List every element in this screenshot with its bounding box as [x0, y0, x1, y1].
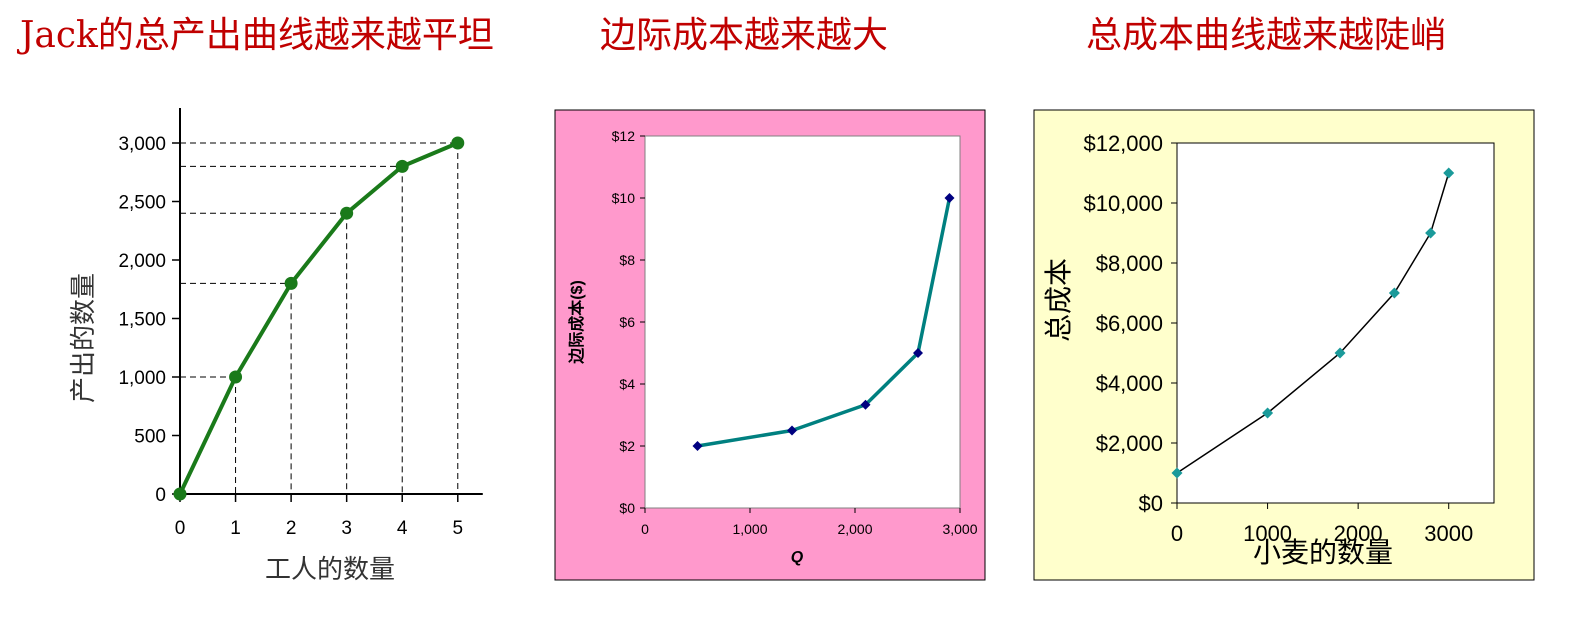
chart3-x-tick-label: 3000: [1424, 521, 1473, 546]
chart2-y-tick-label: $12: [612, 128, 636, 144]
chart3-title: 总成本曲线越来越陡峭: [1086, 15, 1447, 56]
chart3-data-point: [1171, 467, 1183, 479]
chart3-y-tick-label: $0: [1139, 491, 1163, 516]
chart2-x-axis-label: Q: [791, 549, 804, 566]
chart2-y-tick-label: $4: [619, 376, 635, 392]
chart2-title: 边际成本越来越大: [600, 15, 889, 56]
chart3-y-tick-label: $8,000: [1096, 251, 1163, 276]
chart3-data-point: [1388, 287, 1400, 299]
chart2-y-tick-label: $6: [619, 314, 635, 330]
chart1-data-point: [284, 276, 298, 290]
chart2-y-tick-label: $2: [619, 438, 635, 454]
chart2-data-point: [944, 193, 955, 203]
chart1-y-tick-label: 2,500: [118, 193, 166, 214]
chart2-x-tick-label: 3,000: [942, 521, 977, 537]
chart1-x-axis-label: 工人的数量: [265, 555, 395, 585]
chart2-x-tick-label: 2,000: [837, 521, 872, 537]
chart3-series-line: [1176, 172, 1450, 474]
chart1-y-tick-label: 500: [134, 427, 166, 448]
chart1-x-tick-label: 1: [230, 518, 241, 539]
chart2-y-tick-label: $10: [612, 190, 636, 206]
chart2-y-axis-label: 边际成本($): [567, 280, 586, 365]
chart3-y-tick-label: $12,000: [1083, 131, 1163, 156]
chart3-x-tick-label: 0: [1171, 521, 1183, 546]
chart3-data-point: [1334, 347, 1346, 359]
chart2-y-tick-label: $0: [619, 500, 635, 516]
chart1-y-tick-label: 1,500: [118, 310, 166, 331]
chart3-plot-area: [1176, 142, 1495, 504]
chart3-x-tick-label: 2000: [1334, 521, 1383, 546]
chart2-x-tick-label: 1,000: [732, 521, 767, 537]
chart3-x-tick-label: 1000: [1243, 521, 1292, 546]
chart3-y-axis-label: 总成本: [1042, 258, 1075, 342]
chart1-data-point: [395, 159, 409, 173]
chart3-y-tick-label: $2,000: [1096, 431, 1163, 456]
chart3-x-axis-label: 小麦的数量: [1253, 536, 1393, 569]
chart1-x-tick-label: 5: [452, 518, 463, 539]
chart2-data-point: [692, 441, 703, 451]
chart1-data-point: [173, 487, 187, 501]
chart1-x-tick-label: 4: [397, 518, 408, 539]
chart3-y-tick-label: $10,000: [1083, 191, 1163, 216]
chart1-data-point: [451, 136, 465, 150]
chart1-title: Jack的总产出曲线越来越平坦: [20, 15, 494, 56]
chart1-y-tick-label: 3,000: [118, 134, 166, 155]
chart1-data-point: [340, 206, 354, 220]
chart1-data-point: [229, 370, 243, 384]
chart1-x-tick-label: 2: [286, 518, 297, 539]
chart1-y-tick-label: 1,000: [118, 368, 166, 389]
chart1-x-tick-label: 0: [175, 518, 186, 539]
chart3-y-tick-label: $4,000: [1096, 371, 1163, 396]
chart2-plot-area: [644, 135, 961, 509]
chart3-data-point: [1443, 167, 1455, 179]
chart1-y-tick-label: 0: [155, 485, 166, 506]
chart1-y-axis-label: 产出的数量: [69, 273, 99, 403]
chart2-data-point: [860, 399, 871, 410]
chart3-y-tick-label: $6,000: [1096, 311, 1163, 336]
chart-layer: 0 500 1,000 1,500 2,000 2,500 3,000 0 1 2 3 4 5 工人的数量…: [69, 108, 1473, 585]
chart1-y-tick-label: 2,000: [118, 251, 166, 272]
chart2-data-point: [913, 348, 923, 358]
chart2-data-point: [787, 425, 797, 436]
chart2-y-tick-label: $8: [619, 252, 635, 268]
chart2-x-tick-label: 0: [641, 521, 649, 537]
chart3-data-point: [1425, 227, 1437, 239]
chart1-series-line: [178, 141, 459, 495]
chart3-data-point: [1262, 407, 1274, 419]
chart1-x-tick-label: 3: [341, 518, 352, 539]
